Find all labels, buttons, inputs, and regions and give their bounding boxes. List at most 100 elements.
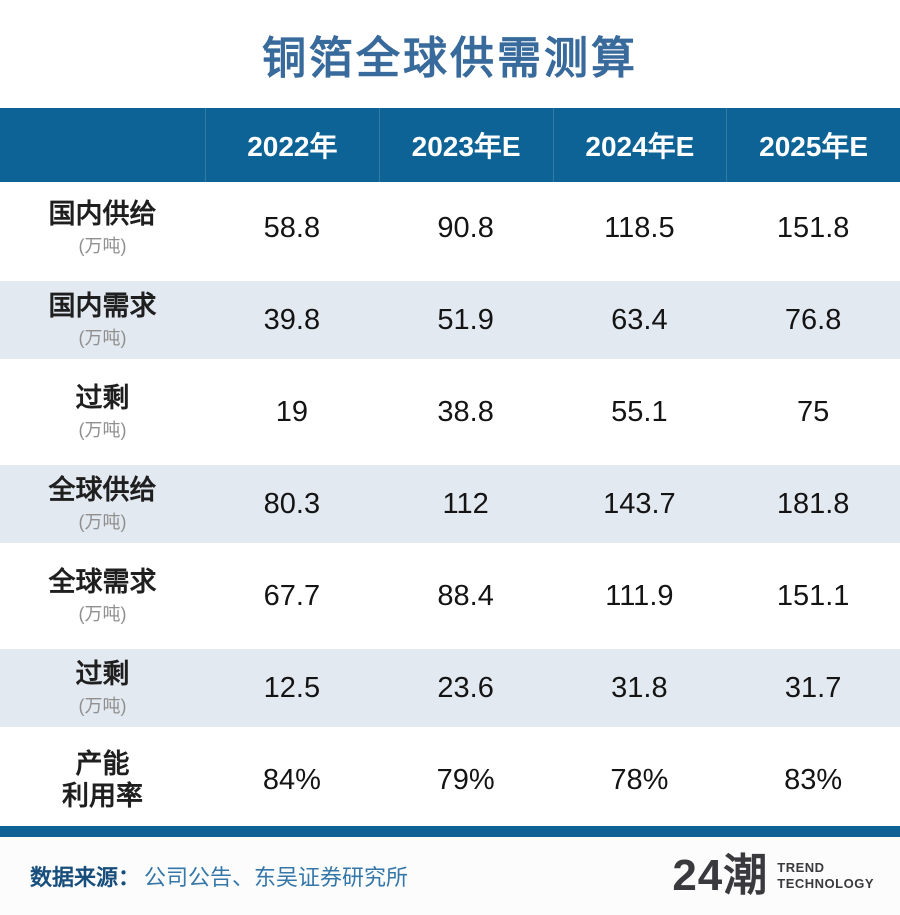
cell-value: 83%	[784, 763, 843, 796]
table-cell: 12.5	[205, 649, 379, 727]
row-header: 产能 利用率	[0, 734, 205, 826]
cell-value: 118.5	[604, 211, 675, 244]
cell-value: 78%	[610, 763, 669, 796]
logo-subtitle-line2: TECHNOLOGY	[777, 876, 874, 891]
table-header-row: 2022年 2023年E 2024年E 2025年E	[0, 108, 900, 182]
row-unit: (万吨)	[78, 328, 127, 349]
row-header: 全球需求 (万吨)	[0, 550, 205, 642]
table-row-global-demand: 全球需求 (万吨) 67.7 88.4 111.9 151.1	[0, 550, 900, 642]
table-cell: 78%	[553, 734, 727, 826]
cell-value: 51.9	[437, 303, 494, 336]
table-cell: 51.9	[379, 281, 553, 359]
table-cell: 143.7	[553, 465, 727, 543]
table-cell: 112	[379, 465, 553, 543]
column-header-label: 2023年E	[411, 131, 521, 162]
cell-value: 31.8	[611, 671, 668, 704]
table-cell: 83%	[726, 734, 900, 826]
cell-value: 39.8	[263, 303, 321, 336]
table-cell: 75	[726, 366, 900, 458]
table-cell: 63.4	[553, 281, 727, 359]
header-col-2023e: 2023年E	[378, 108, 553, 182]
column-header-label: 2024年E	[585, 131, 695, 162]
cell-value: 38.8	[437, 395, 494, 428]
cell-value: 111.9	[605, 579, 674, 612]
logo-subtitle-line1: TREND	[777, 860, 825, 876]
cell-value: 23.6	[437, 671, 494, 704]
supply-demand-table: 2022年 2023年E 2024年E 2025年E 国内供给 (万吨) 58.…	[0, 108, 900, 826]
table-row-global-surplus: 过剩 (万吨) 12.5 23.6 31.8 31.7	[0, 642, 900, 734]
row-unit: (万吨)	[78, 604, 127, 625]
table-row-capacity-utilization: 产能 利用率 84% 79% 78% 83%	[0, 734, 900, 826]
cell-value: 151.8	[776, 211, 850, 244]
table-cell: 39.8	[205, 281, 379, 359]
row-unit: (万吨)	[78, 420, 127, 441]
title-area: 铜箔全球供需测算	[0, 0, 900, 108]
data-source-text: 公司公告、东吴证券研究所	[144, 865, 409, 890]
cell-value: 31.7	[784, 671, 842, 704]
row-unit: (万吨)	[78, 696, 127, 717]
data-source: 数据来源： 公司公告、东吴证券研究所	[30, 860, 408, 892]
header-empty-cell	[0, 108, 205, 182]
table-cell: 31.8	[553, 649, 727, 727]
logo-subtitle: TREND TECHNOLOGY	[777, 860, 874, 891]
cell-value: 88.4	[437, 579, 494, 612]
cell-value: 12.5	[263, 671, 321, 704]
table-cell: 84%	[205, 734, 379, 826]
cell-value: 79%	[436, 763, 495, 796]
table-cell: 55.1	[553, 366, 727, 458]
table-cell: 80.3	[205, 465, 379, 543]
row-label: 全球需求	[48, 566, 157, 597]
cell-value: 84%	[262, 763, 321, 796]
cell-value: 90.8	[437, 211, 494, 244]
table-cell: 90.8	[379, 182, 553, 274]
table-cell: 181.8	[726, 465, 900, 543]
header-col-2022: 2022年	[205, 108, 379, 182]
brand-logo: 24潮 TREND TECHNOLOGY	[672, 854, 874, 898]
footer: 数据来源： 公司公告、东吴证券研究所 24潮 TREND TECHNOLOGY	[0, 837, 900, 915]
cell-value: 143.7	[603, 487, 676, 520]
row-header: 过剩 (万吨)	[0, 366, 205, 458]
table-row-domestic-supply: 国内供给 (万吨) 58.8 90.8 118.5 151.8	[0, 182, 900, 274]
row-header: 国内需求 (万吨)	[0, 281, 205, 359]
column-header-label: 2022年	[247, 131, 338, 162]
table-cell: 118.5	[553, 182, 727, 274]
row-header: 过剩 (万吨)	[0, 649, 205, 727]
page-title: 铜箔全球供需测算	[262, 34, 638, 83]
table-cell: 151.8	[726, 182, 900, 274]
table-cell: 79%	[379, 734, 553, 826]
table-cell: 23.6	[379, 649, 553, 727]
row-unit: (万吨)	[78, 236, 127, 257]
table-cell: 38.8	[379, 366, 553, 458]
accent-divider-bar	[0, 826, 900, 837]
cell-value: 112	[442, 487, 489, 520]
row-label: 过剩	[75, 658, 130, 689]
row-label: 国内需求	[48, 290, 157, 321]
row-header: 全球供给 (万吨)	[0, 465, 205, 543]
table-row-domestic-surplus: 过剩 (万吨) 19 38.8 55.1 75	[0, 366, 900, 458]
table-cell: 88.4	[379, 550, 553, 642]
cell-value: 63.4	[611, 303, 668, 336]
row-label: 全球供给	[48, 474, 157, 505]
cell-value: 151.1	[776, 579, 850, 612]
data-source-label: 数据来源：	[30, 865, 141, 890]
cell-value: 67.7	[263, 579, 321, 612]
cell-value: 58.8	[263, 211, 321, 244]
table-row-global-supply: 全球供给 (万吨) 80.3 112 143.7 181.8	[0, 458, 900, 550]
table-cell: 151.1	[726, 550, 900, 642]
row-label: 过剩	[75, 382, 130, 413]
row-unit: (万吨)	[78, 512, 127, 533]
column-header-label: 2025年E	[759, 131, 869, 162]
table-cell: 76.8	[726, 281, 900, 359]
table-cell: 31.7	[726, 649, 900, 727]
cell-value: 181.8	[776, 487, 850, 520]
row-label: 国内供给	[48, 198, 157, 229]
header-col-2024e: 2024年E	[552, 108, 727, 182]
table-cell: 58.8	[205, 182, 379, 274]
table-cell: 67.7	[205, 550, 379, 642]
row-header: 国内供给 (万吨)	[0, 182, 205, 274]
row-label: 产能 利用率	[62, 748, 143, 811]
cell-value: 19	[275, 395, 308, 428]
cell-value: 76.8	[784, 303, 842, 336]
logo-24chao-text: 24潮	[672, 851, 769, 900]
